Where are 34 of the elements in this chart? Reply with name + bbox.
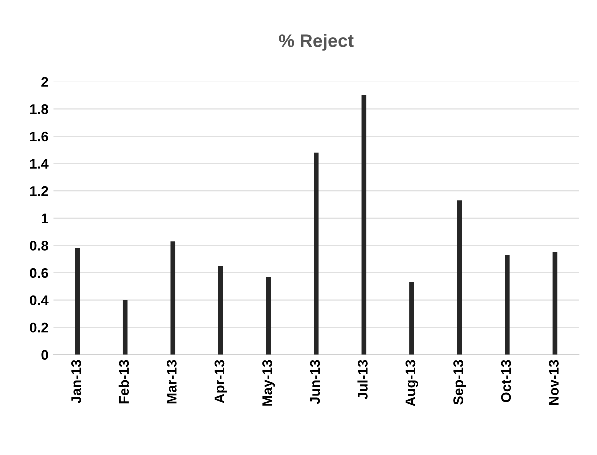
bar: [314, 152, 319, 355]
bar: [170, 242, 176, 355]
y-tick-label: 1.2: [30, 186, 48, 196]
x-tick-label: Oct-13: [501, 360, 512, 402]
x-tick-label: Aug-13: [406, 360, 418, 406]
y-tick-label: 0.6: [30, 268, 48, 278]
x-tick-label: Sep-13: [454, 360, 466, 405]
bar: [75, 248, 80, 355]
y-tick-label: 0.2: [30, 322, 48, 333]
y-tick-label: 1.6: [30, 132, 48, 142]
x-tick-label: Jun-13: [310, 360, 320, 404]
bar: [122, 300, 128, 355]
y-tick-label: 1.4: [30, 159, 49, 169]
bar: [266, 277, 272, 355]
x-tick-label: Apr-13: [214, 360, 228, 404]
y-tick-label: 1.8: [30, 104, 48, 114]
x-tick-label: Nov-13: [549, 360, 559, 406]
x-tick-label: Jul-13: [358, 360, 368, 400]
y-tick-label: 0: [42, 350, 48, 360]
bar: [552, 252, 558, 355]
x-tick-label: May-13: [262, 360, 276, 406]
chart-title: % Reject: [279, 34, 354, 51]
x-tick-label: Feb-13: [118, 360, 130, 404]
bar: [457, 200, 462, 355]
bar: [505, 255, 510, 355]
y-tick-label: 1: [42, 214, 48, 224]
bar: [410, 282, 414, 355]
bar: [218, 266, 224, 355]
y-tick-label: 2: [42, 77, 48, 87]
x-tick-label: Jan-13: [72, 360, 82, 404]
y-tick-label: 0.4: [30, 296, 49, 306]
bar: [362, 96, 367, 355]
y-tick-label: 0.8: [30, 241, 48, 251]
x-tick-label: Mar-13: [167, 360, 177, 404]
